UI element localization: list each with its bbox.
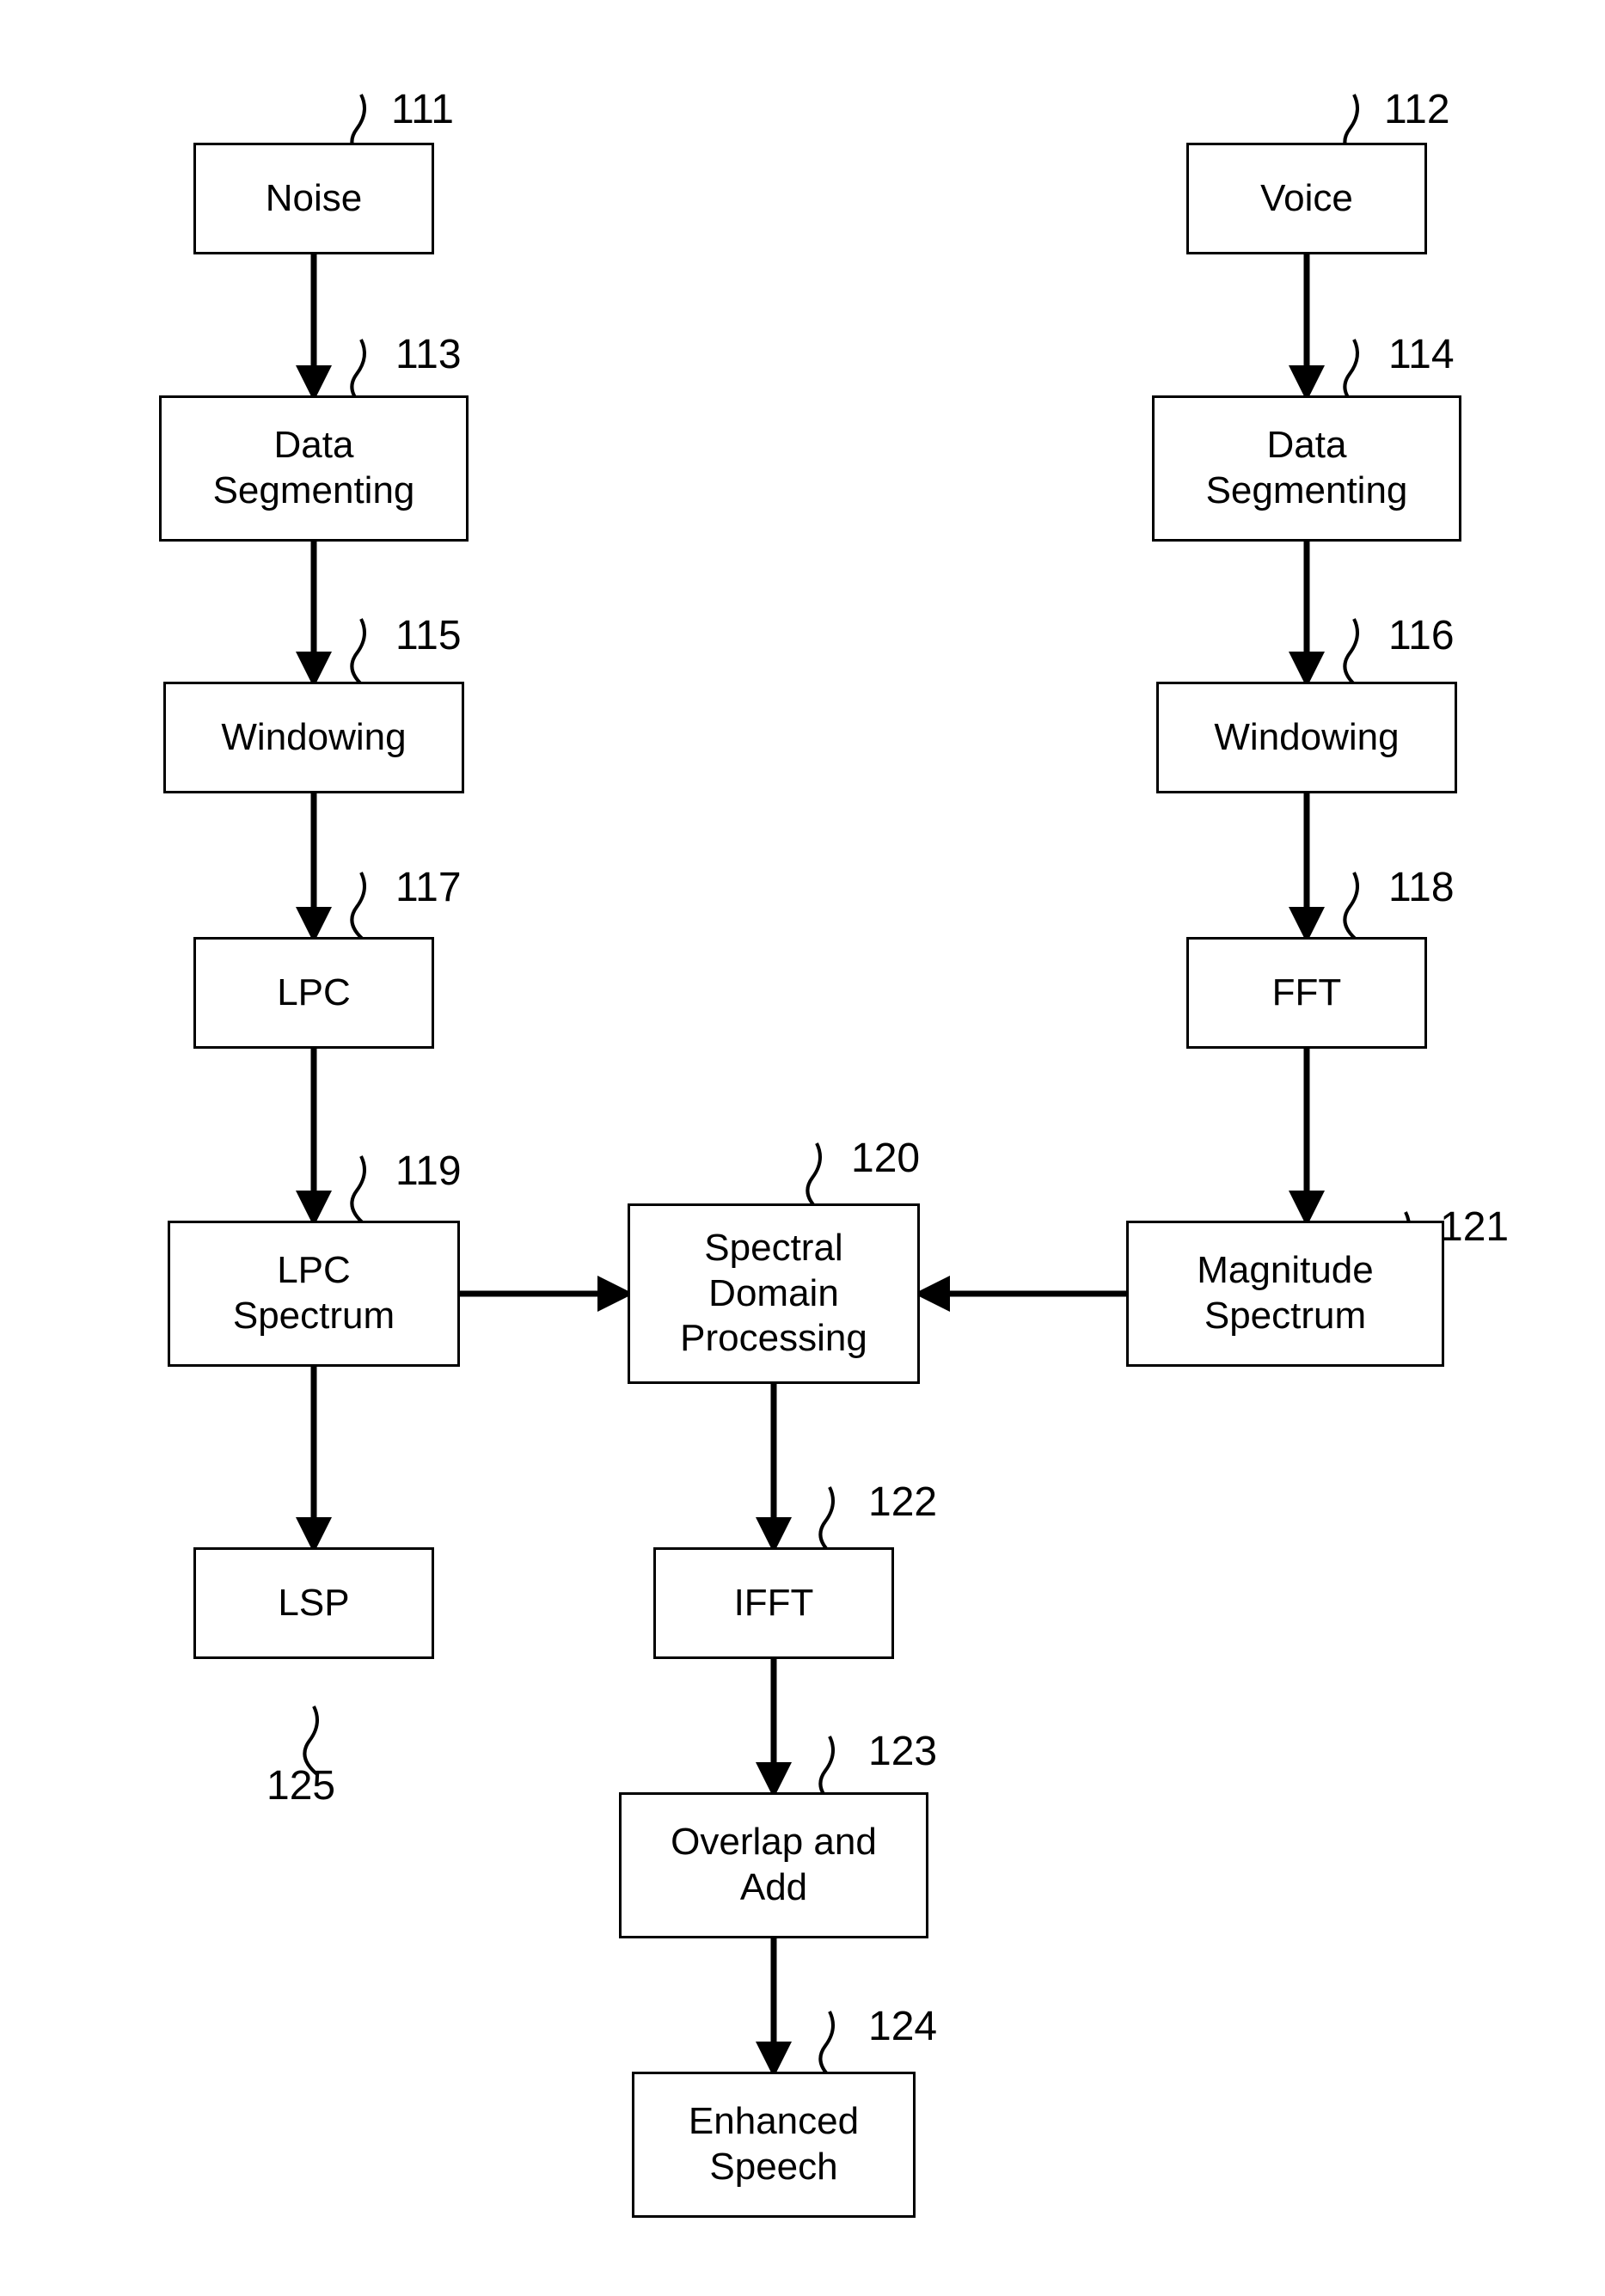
label-text-116: 116 (1388, 613, 1455, 658)
node-text-ifft: IFFT (734, 1581, 814, 1626)
node-text-win_l: Windowing (221, 715, 406, 761)
node-text-lsp: LSP (278, 1581, 349, 1626)
node-overlap: Overlap andAdd (619, 1792, 928, 1938)
node-text-overlap: Overlap andAdd (671, 1820, 877, 1911)
label-text-122: 122 (868, 1479, 937, 1525)
label-text-121: 121 (1440, 1204, 1509, 1250)
node-fft: FFT (1186, 937, 1427, 1049)
node-voice: Voice (1186, 143, 1427, 254)
label-120: 120 (851, 1135, 920, 1182)
node-lpc: LPC (193, 937, 434, 1049)
label-114: 114 (1388, 331, 1455, 378)
label-text-113: 113 (395, 332, 462, 377)
node-dseg_l: DataSegmenting (159, 395, 469, 542)
node-win_l: Windowing (163, 682, 464, 793)
label-text-111: 111 (391, 87, 454, 132)
squiggle-122 (820, 1487, 834, 1556)
squiggle-119 (352, 1156, 365, 1225)
label-124: 124 (868, 2003, 937, 2050)
squiggle-116 (1345, 619, 1358, 688)
label-111: 111 (391, 86, 454, 133)
node-ifft: IFFT (653, 1547, 894, 1659)
label-text-123: 123 (868, 1729, 937, 1774)
label-123: 123 (868, 1728, 937, 1775)
label-121: 121 (1440, 1203, 1509, 1251)
label-122: 122 (868, 1479, 937, 1526)
squiggle-118 (1345, 872, 1358, 941)
node-text-win_r: Windowing (1214, 715, 1399, 761)
node-text-fft: FFT (1272, 970, 1342, 1016)
node-text-spectral: SpectralDomainProcessing (680, 1226, 867, 1362)
label-text-118: 118 (1388, 865, 1455, 910)
label-text-115: 115 (395, 613, 462, 658)
label-text-124: 124 (868, 2004, 937, 2049)
diagram-svg (0, 0, 1605, 2296)
node-text-dseg_r: DataSegmenting (1206, 423, 1408, 514)
squiggle-120 (807, 1143, 821, 1212)
node-text-lpc: LPC (277, 970, 351, 1016)
node-dseg_r: DataSegmenting (1152, 395, 1461, 542)
label-text-117: 117 (395, 865, 462, 910)
node-text-enhanced: EnhancedSpeech (689, 2099, 859, 2190)
label-116: 116 (1388, 612, 1455, 659)
node-text-dseg_l: DataSegmenting (213, 423, 415, 514)
squiggle-117 (352, 872, 365, 941)
node-win_r: Windowing (1156, 682, 1457, 793)
node-enhanced: EnhancedSpeech (632, 2072, 916, 2218)
node-lsp: LSP (193, 1547, 434, 1659)
label-125: 125 (266, 1762, 335, 1809)
label-text-112: 112 (1384, 87, 1450, 132)
node-mag_spec: MagnitudeSpectrum (1126, 1221, 1444, 1367)
label-119: 119 (395, 1148, 462, 1195)
node-text-noise: Noise (266, 176, 363, 222)
label-text-120: 120 (851, 1136, 920, 1181)
label-text-114: 114 (1388, 332, 1455, 377)
node-text-mag_spec: MagnitudeSpectrum (1197, 1248, 1373, 1339)
node-noise: Noise (193, 143, 434, 254)
label-117: 117 (395, 864, 462, 911)
label-text-125: 125 (266, 1763, 335, 1809)
node-spectral: SpectralDomainProcessing (628, 1203, 920, 1384)
squiggle-124 (820, 2011, 834, 2080)
node-lpc_spec: LPCSpectrum (168, 1221, 460, 1367)
label-112: 112 (1384, 86, 1450, 133)
node-text-voice: Voice (1260, 176, 1353, 222)
label-text-119: 119 (395, 1148, 462, 1194)
label-118: 118 (1388, 864, 1455, 911)
label-113: 113 (395, 331, 462, 378)
node-text-lpc_spec: LPCSpectrum (233, 1248, 395, 1339)
squiggle-115 (352, 619, 365, 688)
label-115: 115 (395, 612, 462, 659)
